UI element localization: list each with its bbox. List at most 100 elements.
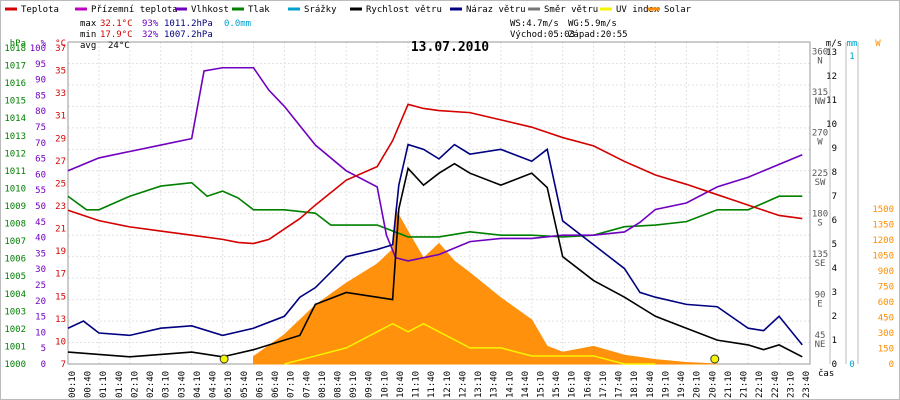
temperature-axis-tick: 35 [55,67,66,77]
x-axis-tick: 09:10 [349,371,359,398]
pressure-axis-tick: 1013 [4,132,26,142]
humidity-axis-tick: 45 [35,218,46,228]
direction-axis-tick: N [817,57,822,67]
direction-axis-tick: 45 [815,331,826,341]
x-axis-tick: 17:10 [599,371,609,398]
pressure-axis-tick: 1005 [4,272,26,282]
humidity-axis-tick: 10 [35,328,46,338]
stat-min-temp: 17.9°C [100,30,133,40]
wind-axis-tick: 2 [832,312,837,322]
x-axis-tick: 18:10 [630,371,640,398]
humidity-axis-tick: 30 [35,265,46,275]
legend-label: Náraz větru [466,5,526,15]
x-axis-tick: 22:40 [771,371,781,398]
pressure-axis-tick: 1016 [4,79,26,89]
direction-axis-tick: SW [815,178,826,188]
temperature-axis-tick: 15 [55,292,66,302]
series-solar [253,208,718,365]
x-axis-tick: 10:40 [396,371,406,398]
x-axis-tick: 03:10 [162,371,172,398]
wind-axis-tick: 6 [832,216,837,226]
stats-panel: max 32.1°C 93% 1011.2hPa 0.0mm min 17.9°… [80,19,628,51]
solar-axis-tick: 900 [878,267,894,277]
humidity-axis-tick: 40 [35,234,46,244]
pressure-axis-tick: 1002 [4,325,26,335]
x-axis-tick: 01:10 [99,371,109,398]
pressure-axis-label: hPa [10,39,26,49]
stat-max-press: 1011.2hPa [164,19,213,29]
wind-axis-label: m/s [826,39,842,49]
stat-min-hum: 32% [142,30,159,40]
pressure-axis-tick: 1008 [4,220,26,230]
humidity-axis-tick: 70 [35,139,46,149]
x-axis-tick: 05:40 [240,371,250,398]
x-axis-tick: 20:10 [693,371,703,398]
humidity-axis-tick: 0 [41,360,46,370]
wind-axis-tick: 1 [832,336,837,346]
stat-max-rain: 0.0mm [224,19,251,29]
humidity-axis-label: % [41,39,47,49]
legend-label: Teplota [21,5,59,15]
series-temperature [67,103,803,245]
x-axis-tick: 20:40 [708,371,718,398]
humidity-axis-tick: 20 [35,297,46,307]
humidity-axis-tick: 25 [35,281,46,291]
solar-axis-tick: 150 [878,345,894,355]
humidity-axis-tick: 65 [35,155,46,165]
legend: Teplota Přízemní teplota Vlhkost Tlak Srážky… [5,5,692,15]
pressure-axis-tick: 1014 [4,114,26,124]
x-axis-tick: 16:10 [568,371,578,398]
x-axis-tick: 19:10 [661,371,671,398]
direction-axis-tick: 270 [812,129,828,139]
x-axis-tick: 04:10 [193,371,203,398]
x-axis-tick: 06:40 [271,371,281,398]
wind-axis-tick: 4 [832,264,837,274]
temperature-axis-tick: 13 [55,315,66,325]
humidity-axis-tick: 5 [41,344,46,354]
wind-axis-tick: 9 [832,144,837,154]
pressure-axis-tick: 1001 [4,342,26,352]
series-humidity [67,66,803,262]
legend-label: Vlhkost [191,5,229,15]
x-axis-tick: 02:10 [130,371,140,398]
x-axis-tick: 00:40 [84,371,94,398]
wind-axis-tick: 5 [832,240,837,250]
legend-label: Rychlost větru [366,5,442,15]
solar-axis-label: W [875,39,881,49]
humidity-axis-tick: 50 [35,202,46,212]
stat-max-label: max [80,19,97,29]
humidity-axis-tick: 90 [35,76,46,86]
stat-avg-temp: 24°C [108,41,130,51]
solar-axis-tick: 750 [878,283,894,293]
direction-axis-tick: SE [815,259,826,269]
series-wind-gust [67,143,803,346]
pressure-axis-tick: 1011 [4,167,26,177]
humidity-axis-tick: 60 [35,170,46,180]
wind-axis-tick: 11 [826,96,837,106]
wind-axis-tick: 10 [826,120,837,130]
x-axis-tick: 07:40 [302,371,312,398]
wind-axis-tick: 7 [832,192,837,202]
stat-max-hum: 93% [142,19,159,29]
pressure-axis-tick: 1018 [4,44,26,54]
pressure-axis-tick: 1012 [4,149,26,159]
x-axis-tick: 00:10 [68,371,78,398]
legend-label: Směr větru [544,5,598,15]
x-axis-tick: 11:10 [412,371,422,398]
solar-axis-tick: 1200 [872,236,894,246]
series-uv-index [284,322,656,365]
x-axis-tick: 23:10 [786,371,796,398]
rain-axis-tick: 0 [849,360,854,370]
pressure-axis-tick: 1010 [4,184,26,194]
temperature-axis-tick: 31 [55,112,66,122]
wind-axis-tick: 0 [832,360,837,370]
temperature-axis-tick: 17 [55,270,66,280]
temperature-axis-tick: 29 [55,134,66,144]
stat-max-temp: 32.1°C [100,19,133,29]
temperature-axis-tick: 7 [61,360,66,370]
x-axis-tick: 12:40 [458,371,468,398]
axes: hPa1000100110021003100410051006100710081… [4,39,894,370]
direction-axis-tick: 90 [815,291,826,301]
wind-axis-tick: 3 [832,288,837,298]
